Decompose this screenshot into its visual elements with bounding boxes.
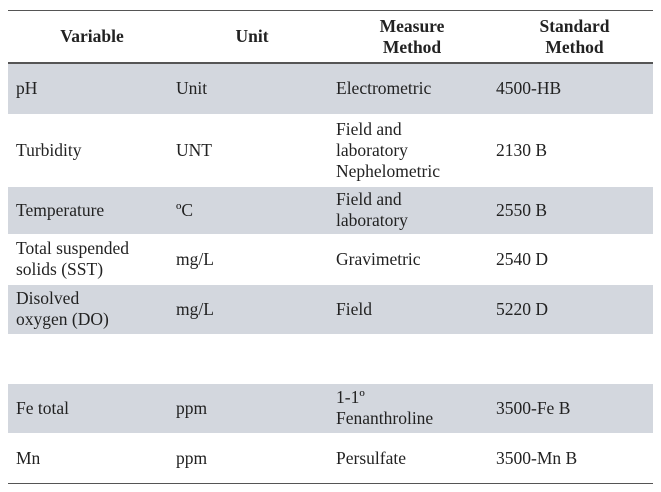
empty-cell xyxy=(168,334,328,383)
table-cell: mg/L xyxy=(176,248,214,269)
table-row: Turbidity UNT Field and laboratory Nephelo… xyxy=(8,114,653,186)
table-cell: ºC xyxy=(176,199,194,220)
table-cell: Fe total xyxy=(16,397,69,418)
header-cell: Standard Method xyxy=(539,15,610,57)
table-cell: 3500-Fe B xyxy=(496,397,571,418)
table-cell: Field and laboratory xyxy=(336,189,408,230)
table-row: Fe total ppm 1-1º Fenanthroline 3500-Fe B xyxy=(8,383,653,433)
table-cell: Total suspended solids (SST) xyxy=(16,238,129,279)
header-cell: Variable xyxy=(60,26,124,46)
table-cell: Gravimetric xyxy=(336,248,421,269)
table-row: Total suspended solids (SST) mg/L Gravimet… xyxy=(8,234,653,284)
table-cell: Unit xyxy=(176,78,208,99)
table-cell: 2130 B xyxy=(496,139,548,160)
table-cell: Temperature xyxy=(16,199,105,220)
table-cell: mg/L xyxy=(176,298,214,319)
table-cell: pH xyxy=(16,78,38,99)
table-row: Mn ppm Persulfate 3500-Mn B xyxy=(8,433,653,483)
table-cell: Turbidity xyxy=(16,139,82,160)
table-cell: Electrometric xyxy=(336,78,432,99)
table-cell: UNT xyxy=(176,139,212,160)
table-cell: Field xyxy=(336,298,372,319)
empty-cell xyxy=(8,334,168,383)
table-cell: Persulfate xyxy=(336,447,406,468)
data-table: Variable Unit Measure Method Standard Metho… xyxy=(8,10,653,484)
table-cell: 5220 D xyxy=(496,298,549,319)
table-cell: 1-1º Fenanthroline xyxy=(336,387,434,428)
table-cell: 2540 D xyxy=(496,248,549,269)
table-cell: ppm xyxy=(176,447,208,468)
header-cell: Unit xyxy=(235,26,269,46)
table-cell: ppm xyxy=(176,397,208,418)
table-row xyxy=(8,334,653,383)
table-cell: 2550 B xyxy=(496,199,548,220)
table-row: Temperature ºC Field and laboratory 2550 B xyxy=(8,186,653,234)
table-cell: Field and laboratory Nephelometric xyxy=(336,118,440,181)
header-row: Variable Unit Measure Method Standard Metho… xyxy=(8,10,653,63)
empty-cell xyxy=(328,334,488,383)
table-body: pH Unit Electrometric 4500-HB Turbidity UNT Fi… xyxy=(8,63,653,483)
table-cell: 4500-HB xyxy=(496,78,562,99)
header-cell: Measure Method xyxy=(379,15,445,57)
table-cell: Disolved oxygen (DO) xyxy=(16,288,109,329)
table-cell: Mn xyxy=(16,447,41,468)
empty-cell xyxy=(488,334,653,383)
table-cell: 3500-Mn B xyxy=(496,447,578,468)
table-row: Disolved oxygen (DO) mg/L Field 5220 D xyxy=(8,284,653,334)
table-row: pH Unit Electrometric 4500-HB xyxy=(8,63,653,114)
